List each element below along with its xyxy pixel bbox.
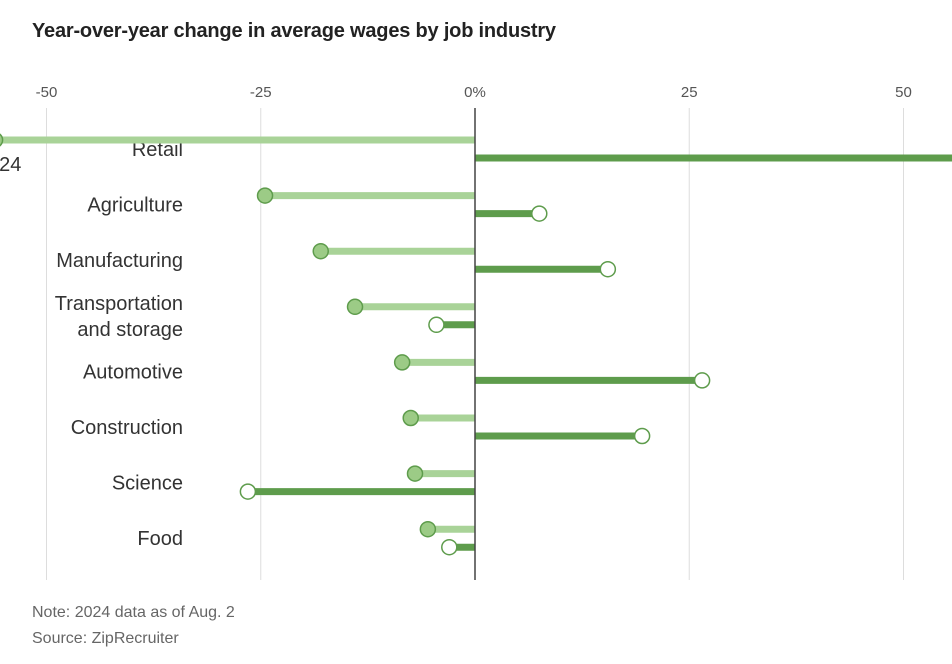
category-label-line: Science xyxy=(112,473,183,495)
point-2024-manufacturing xyxy=(312,242,329,260)
point-2023-food xyxy=(441,538,458,556)
category-label-food: Food xyxy=(137,528,183,550)
point-2023-agriculture xyxy=(531,205,548,222)
point-2024-retail xyxy=(0,133,4,147)
category-label-retail: Retail xyxy=(132,139,183,161)
category-label-transportation-and-storage: Transportation and storage xyxy=(55,293,183,341)
source-note: Source: ZipRecruiter xyxy=(32,630,179,647)
category-label-manufacturing: Manufacturing xyxy=(56,250,183,272)
point-2024-science xyxy=(406,465,424,482)
point-2023-transportation-and-storage xyxy=(428,316,445,334)
x-tick-label: -25 xyxy=(250,84,272,101)
x-tick-label: 50 xyxy=(895,84,912,101)
category-label-construction: Construction xyxy=(71,417,183,439)
point-2024-construction xyxy=(402,409,419,427)
point-2024-transportation-and-storage xyxy=(346,298,364,316)
series-annotations: 20242023 xyxy=(0,154,21,176)
category-label-agriculture: Agriculture xyxy=(87,195,183,217)
category-label-line: and storage xyxy=(77,319,183,341)
category-label-line: Food xyxy=(137,528,183,550)
category-label-line: Automotive xyxy=(83,361,183,383)
point-2024-automotive xyxy=(393,354,411,371)
lollipop-chart: -50-250%255075100 RetailAgricultureManuf… xyxy=(0,84,952,580)
category-label-line: Agriculture xyxy=(87,195,183,217)
category-labels: Retail Agriculture Manufacturing Transporta… xyxy=(55,139,183,550)
point-2023-manufacturing xyxy=(599,260,617,278)
category-label-line: Construction xyxy=(71,417,183,439)
footnote: Note: 2024 data as of Aug. 2 xyxy=(32,604,235,621)
x-tick-label: -50 xyxy=(36,84,58,101)
category-label-automotive: Automotive xyxy=(83,361,183,383)
point-2023-science xyxy=(239,483,257,500)
point-2024-agriculture xyxy=(256,187,274,204)
x-axis-ticks: -50-250%255075100 xyxy=(36,84,912,101)
point-2023-automotive xyxy=(693,372,711,389)
series-dots xyxy=(0,133,711,556)
gridlines xyxy=(46,108,904,580)
annotation-2024: 2024 xyxy=(0,154,21,176)
category-label-science: Science xyxy=(112,473,183,495)
category-label-line: Manufacturing xyxy=(56,250,183,272)
point-2024-food xyxy=(419,520,437,538)
chart-title: Year-over-year change in average wages b… xyxy=(32,20,556,42)
category-label-line: Transportation xyxy=(55,293,183,315)
category-label-line: Retail xyxy=(132,139,183,161)
point-2023-construction xyxy=(633,427,651,445)
x-tick-label: 0% xyxy=(464,84,486,101)
x-tick-label: 25 xyxy=(681,84,698,101)
